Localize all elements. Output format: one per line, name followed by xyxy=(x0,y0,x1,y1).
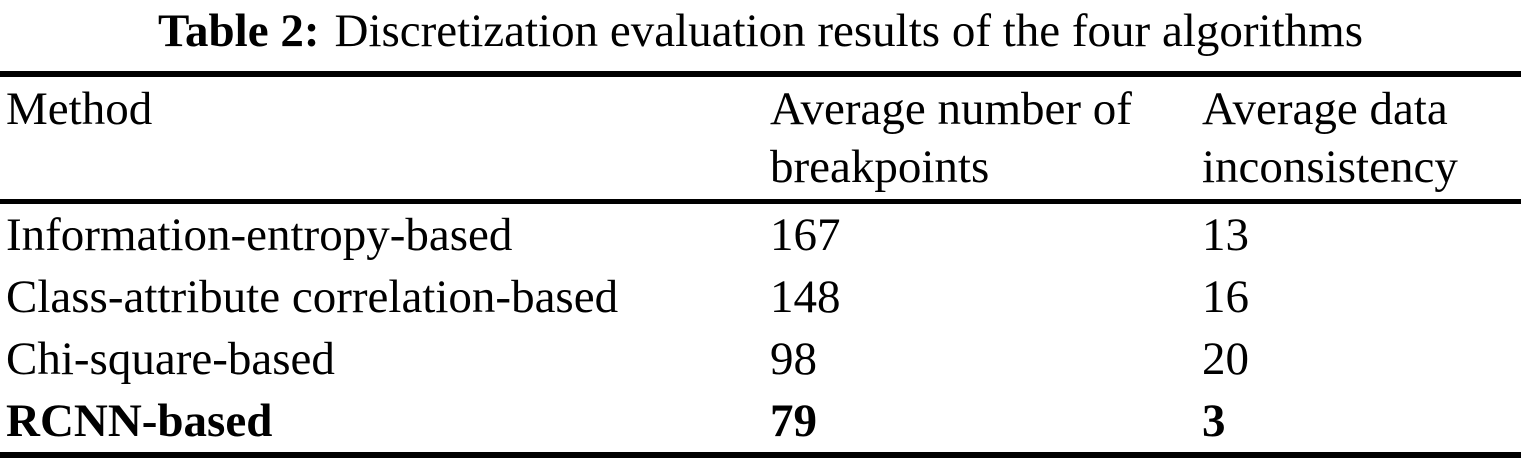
column-header-avg-breakpoints: Average number of breakpoints xyxy=(770,74,1202,204)
avg-breakpoints-cell: 167 xyxy=(770,209,841,261)
avg-inconsistency-cell: 13 xyxy=(1202,209,1249,261)
avg-inconsistency-cell: 3 xyxy=(1202,395,1226,447)
table-row: Class-attribute correlation-based 148 16 xyxy=(0,266,1521,328)
column-header-avg-inconsistency: Average data inconsistency xyxy=(1202,74,1521,204)
method-cell: RCNN-based xyxy=(6,395,273,447)
avg-inconsistency-cell: 16 xyxy=(1202,271,1249,323)
method-cell: Information-entropy-based xyxy=(6,209,513,261)
table-caption: Table 2: Discretization evaluation result… xyxy=(0,0,1521,60)
table-row-highlighted: RCNN-based 79 3 xyxy=(0,390,1521,455)
avg-inconsistency-cell: 20 xyxy=(1202,333,1249,385)
table-caption-text: Discretization evaluation results of the… xyxy=(334,5,1364,57)
table-row: Information-entropy-based 167 13 xyxy=(0,202,1521,267)
table-row: Chi-square-based 98 20 xyxy=(0,328,1521,390)
avg-breakpoints-cell: 148 xyxy=(770,271,841,323)
method-cell: Chi-square-based xyxy=(6,333,335,385)
table-caption-label: Table 2: xyxy=(158,5,320,57)
column-header-method: Method xyxy=(0,74,770,204)
header-row: Method Average number of breakpoints Ave… xyxy=(0,74,1521,204)
method-cell: Class-attribute correlation-based xyxy=(6,271,619,323)
results-table: Method Average number of breakpoints Ave… xyxy=(0,71,1521,458)
avg-breakpoints-cell: 79 xyxy=(770,395,817,447)
avg-breakpoints-cell: 98 xyxy=(770,333,817,385)
